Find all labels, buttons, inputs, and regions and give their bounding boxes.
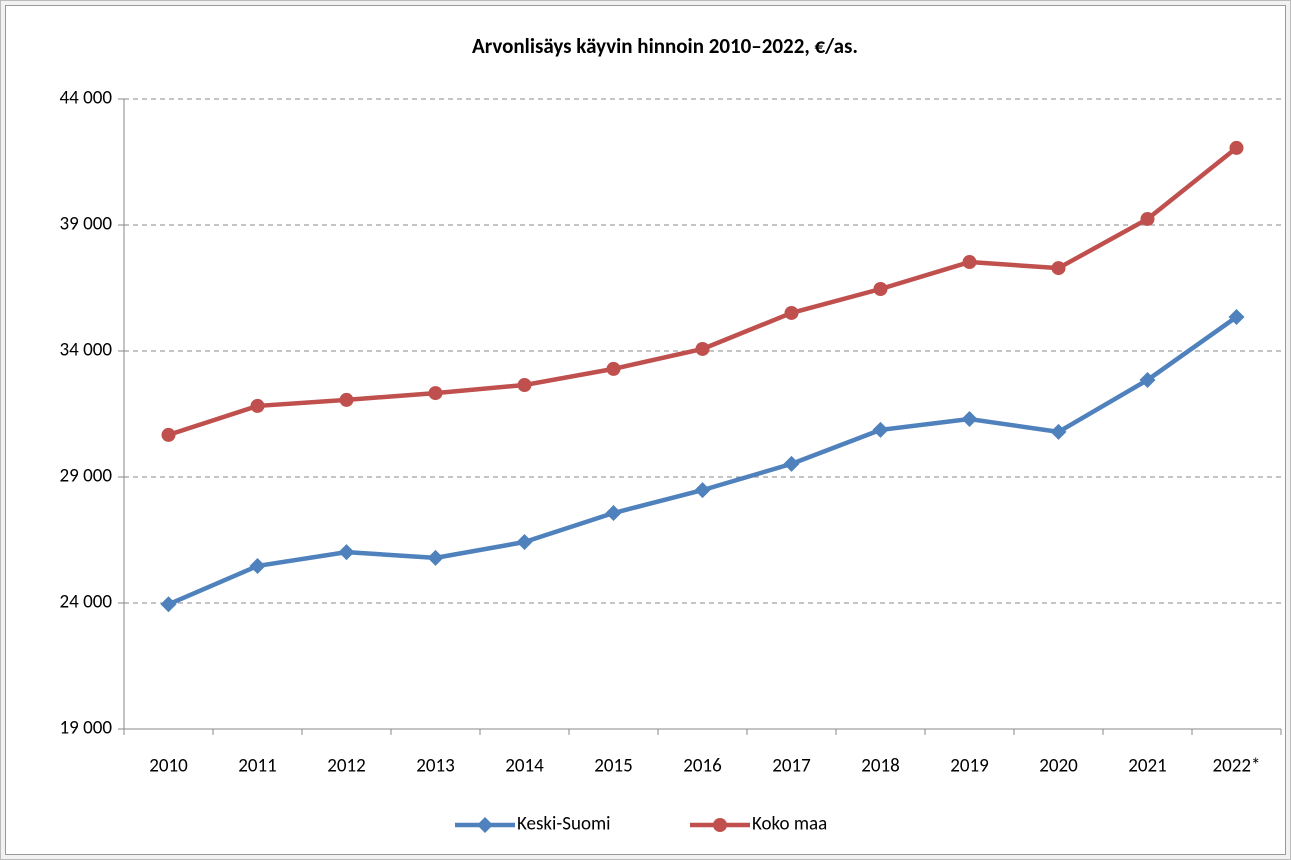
legend-marker (477, 817, 493, 833)
marker (961, 411, 978, 428)
marker (695, 341, 710, 356)
legend-label: Koko maa (752, 813, 827, 836)
marker (873, 282, 888, 297)
x-tick-label: 2015 (594, 755, 633, 778)
legend-label: Keski-Suomi (517, 813, 611, 836)
marker (1229, 140, 1244, 155)
marker (428, 386, 443, 401)
x-tick-label: 2016 (683, 755, 722, 778)
marker (872, 421, 889, 438)
x-tick-label: 2012 (327, 755, 366, 778)
marker (1140, 211, 1155, 226)
x-tick-label: 2017 (772, 755, 811, 778)
x-tick-label: 2010 (149, 755, 188, 778)
marker (160, 596, 177, 613)
marker (1139, 371, 1156, 388)
x-tick-label: 2013 (416, 755, 455, 778)
x-tick-label: 2020 (1039, 755, 1078, 778)
marker (517, 378, 532, 393)
marker (605, 505, 622, 522)
legend-marker (713, 818, 727, 832)
x-tick-label: 2018 (861, 755, 900, 778)
marker (427, 549, 444, 566)
marker (339, 392, 354, 407)
marker (161, 427, 176, 442)
x-tick-label: 2014 (505, 755, 544, 778)
y-tick-label: 39 000 (60, 213, 113, 236)
marker (783, 455, 800, 472)
y-tick-label: 19 000 (60, 717, 113, 740)
x-tick-label: 2011 (238, 755, 277, 778)
marker (784, 305, 799, 320)
marker (249, 557, 266, 574)
chart-title: Arvonlisäys käyvin hinnoin 2010–2022, €/… (472, 33, 858, 59)
marker (694, 482, 711, 499)
y-tick-label: 44 000 (60, 87, 113, 110)
y-tick-label: 34 000 (60, 339, 113, 362)
marker (338, 544, 355, 561)
marker (606, 361, 621, 376)
x-tick-label: 2021 (1128, 755, 1167, 778)
marker (516, 534, 533, 551)
marker (962, 255, 977, 270)
marker (1051, 261, 1066, 276)
x-tick-label: 2022* (1213, 755, 1261, 778)
y-tick-label: 24 000 (60, 591, 113, 614)
x-tick-label: 2019 (950, 755, 989, 778)
y-tick-label: 29 000 (60, 465, 113, 488)
marker (1228, 308, 1245, 325)
marker (1050, 423, 1067, 440)
marker (250, 398, 265, 413)
chart-frame (5, 5, 1286, 855)
